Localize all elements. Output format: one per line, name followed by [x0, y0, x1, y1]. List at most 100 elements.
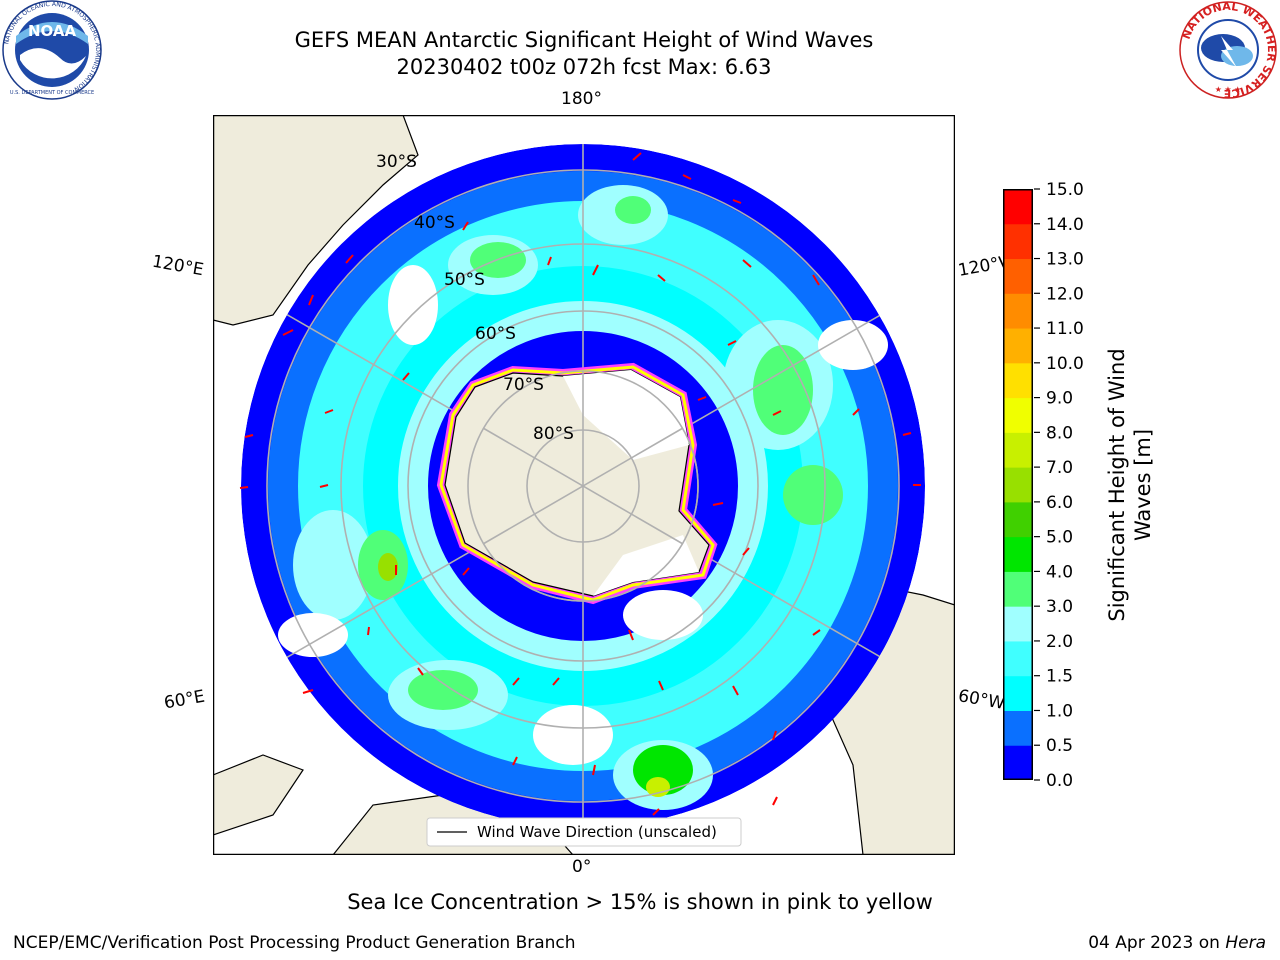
- wave-arrow: [902, 432, 912, 436]
- colorbar-tick-label: 11.0: [1046, 319, 1084, 339]
- wave-arrow: [592, 764, 596, 776]
- wave-arrow: [742, 547, 750, 556]
- date-text: 04 Apr 2023 on: [1088, 933, 1226, 953]
- wave-arrow: [812, 274, 820, 286]
- wave-arrow: [402, 372, 410, 381]
- colorbar-tick-label: 4.0: [1046, 562, 1073, 582]
- wave-arrow: [592, 264, 599, 276]
- chart-title: GEFS MEAN Antarctic Significant Height o…: [0, 27, 1168, 81]
- colorbar-segment: [1003, 745, 1033, 780]
- colorbar-segment: [1003, 571, 1033, 607]
- wave-arrow: [417, 667, 424, 676]
- colorbar-segment: [1003, 675, 1033, 711]
- colorbar-segment: [1003, 606, 1033, 642]
- colorbar-tick-label: 3.0: [1046, 597, 1073, 617]
- wave-arrow: [682, 174, 692, 180]
- colorbar-segment: [1003, 189, 1033, 225]
- nws-logo: NATIONAL WEATHER SERVICE ★ ★ ★: [1179, 0, 1278, 100]
- wave-arrow: [547, 256, 552, 266]
- legend-label: Wind Wave Direction (unscaled): [477, 823, 717, 841]
- wave-arrow: [512, 756, 518, 766]
- noaa-ring-bottom-text: U.S. DEPARTMENT OF COMMERCE: [10, 90, 94, 96]
- colorbar-tick-label: 9.0: [1046, 389, 1073, 409]
- lon-label-60w: 60°W: [956, 686, 1007, 714]
- land-madagascar: [213, 754, 304, 836]
- wave-arrow: [244, 434, 254, 438]
- nws-stars-icon: ★ ★ ★: [1215, 85, 1242, 94]
- wave-arrow: [772, 796, 778, 806]
- wave-arrow: [282, 329, 294, 336]
- sea-ice-edge-inner: [439, 365, 715, 602]
- wave-arrow: [308, 294, 314, 306]
- colorbar-tick-label: 12.0: [1046, 284, 1084, 304]
- colorbar-tick-label: 8.0: [1046, 423, 1073, 443]
- wave-arrow: [552, 677, 560, 686]
- wave-arrow: [345, 254, 354, 264]
- sea-ice-caption: Sea Ice Concentration > 15% is shown in …: [347, 890, 933, 914]
- colorbar-tick-label: 0.5: [1046, 736, 1073, 756]
- title-line-2: 20230402 t00z 072h fcst Max: 6.63: [396, 55, 772, 79]
- credit-text: NCEP/EMC/Verification Post Processing Pr…: [13, 933, 576, 953]
- colorbar-segment: [1003, 258, 1033, 294]
- ice-shelf-ross: [563, 370, 689, 460]
- lon-label-120e: 120°E: [150, 251, 206, 281]
- colorbar-title-line-2: Waves [m]: [1131, 429, 1155, 541]
- wave-arrow: [727, 340, 737, 346]
- colorbar-title-line-1: Significant Height of Wind: [1105, 348, 1129, 621]
- wave-arrow: [812, 629, 821, 636]
- date-stamp: 04 Apr 2023 on Hera: [1088, 933, 1266, 953]
- lat-label-50s: 50°S: [444, 270, 485, 290]
- wave-arrow: [772, 730, 777, 741]
- colorbar-segment: [1003, 293, 1033, 329]
- wave-arrow: [657, 274, 666, 282]
- wave-arrow: [319, 484, 329, 488]
- land-australia: [213, 115, 419, 326]
- wave-arrow: [512, 677, 520, 686]
- map-panel: Wind Wave Direction (unscaled): [213, 115, 955, 855]
- wind-wave-arrows: [239, 152, 921, 816]
- wave-arrow: [697, 396, 707, 401]
- wave-arrow: [239, 486, 249, 489]
- wave-arrow: [732, 199, 742, 204]
- colorbar-segment: [1003, 501, 1033, 538]
- lat-label-30s: 30°S: [376, 152, 417, 172]
- colorbar-tick-label: 1.0: [1046, 701, 1073, 721]
- noaa-logo-text: NOAA: [28, 22, 77, 40]
- wave-arrow: [628, 629, 634, 641]
- colorbar-tick-label: 2.0: [1046, 632, 1073, 652]
- wave-arrow: [712, 502, 724, 506]
- wave-arrow: [462, 567, 470, 576]
- wave-arrow: [772, 410, 782, 416]
- wave-arrow: [302, 689, 314, 694]
- ice-shelf-weddell: [593, 535, 699, 596]
- colorbar-segment: [1003, 536, 1033, 572]
- noaa-logo: NATIONAL OCEANIC AND ATMOSPHERIC ADMINIS…: [2, 0, 102, 100]
- wave-arrow: [658, 680, 664, 691]
- colorbar-segment: [1003, 397, 1033, 433]
- colorbar: [1003, 189, 1033, 780]
- lat-label-70s: 70°S: [503, 375, 544, 395]
- wave-arrow: [652, 808, 660, 816]
- wave-arrow: [852, 408, 860, 416]
- wave-arrow: [462, 221, 469, 231]
- colorbar-segment: [1003, 432, 1033, 468]
- colorbar-tick-label: 14.0: [1046, 215, 1084, 235]
- colorbar-tick-label: 13.0: [1046, 250, 1084, 270]
- colorbar-tick-label: 7.0: [1046, 458, 1073, 478]
- lon-label-0: 0°: [572, 857, 592, 877]
- colorbar-tick-label: 10.0: [1046, 354, 1084, 374]
- colorbar-segment: [1003, 328, 1033, 364]
- map-frame: [213, 115, 955, 855]
- wave-arrow: [324, 409, 334, 414]
- colorbar-tick-label: 6.0: [1046, 493, 1073, 513]
- host-name: Hera: [1225, 933, 1266, 953]
- colorbar-segment: [1003, 467, 1033, 503]
- colorbar-segment: [1003, 640, 1033, 677]
- colorbar-title: Significant Height of Wind Waves [m]: [1105, 348, 1155, 621]
- colorbar-ticks: 0.0 0.5 1.0 1.5 2.0 3.0 4.0 5.0 6.0 7.0 8.0 9.0 10.0…: [1034, 180, 1084, 790]
- map-legend: Wind Wave Direction (unscaled): [426, 817, 742, 847]
- wave-arrow: [742, 259, 752, 268]
- colorbar-tick-label: 0.0: [1046, 771, 1073, 790]
- lon-label-60e: 60°E: [162, 686, 207, 714]
- lat-label-40s: 40°S: [414, 213, 455, 233]
